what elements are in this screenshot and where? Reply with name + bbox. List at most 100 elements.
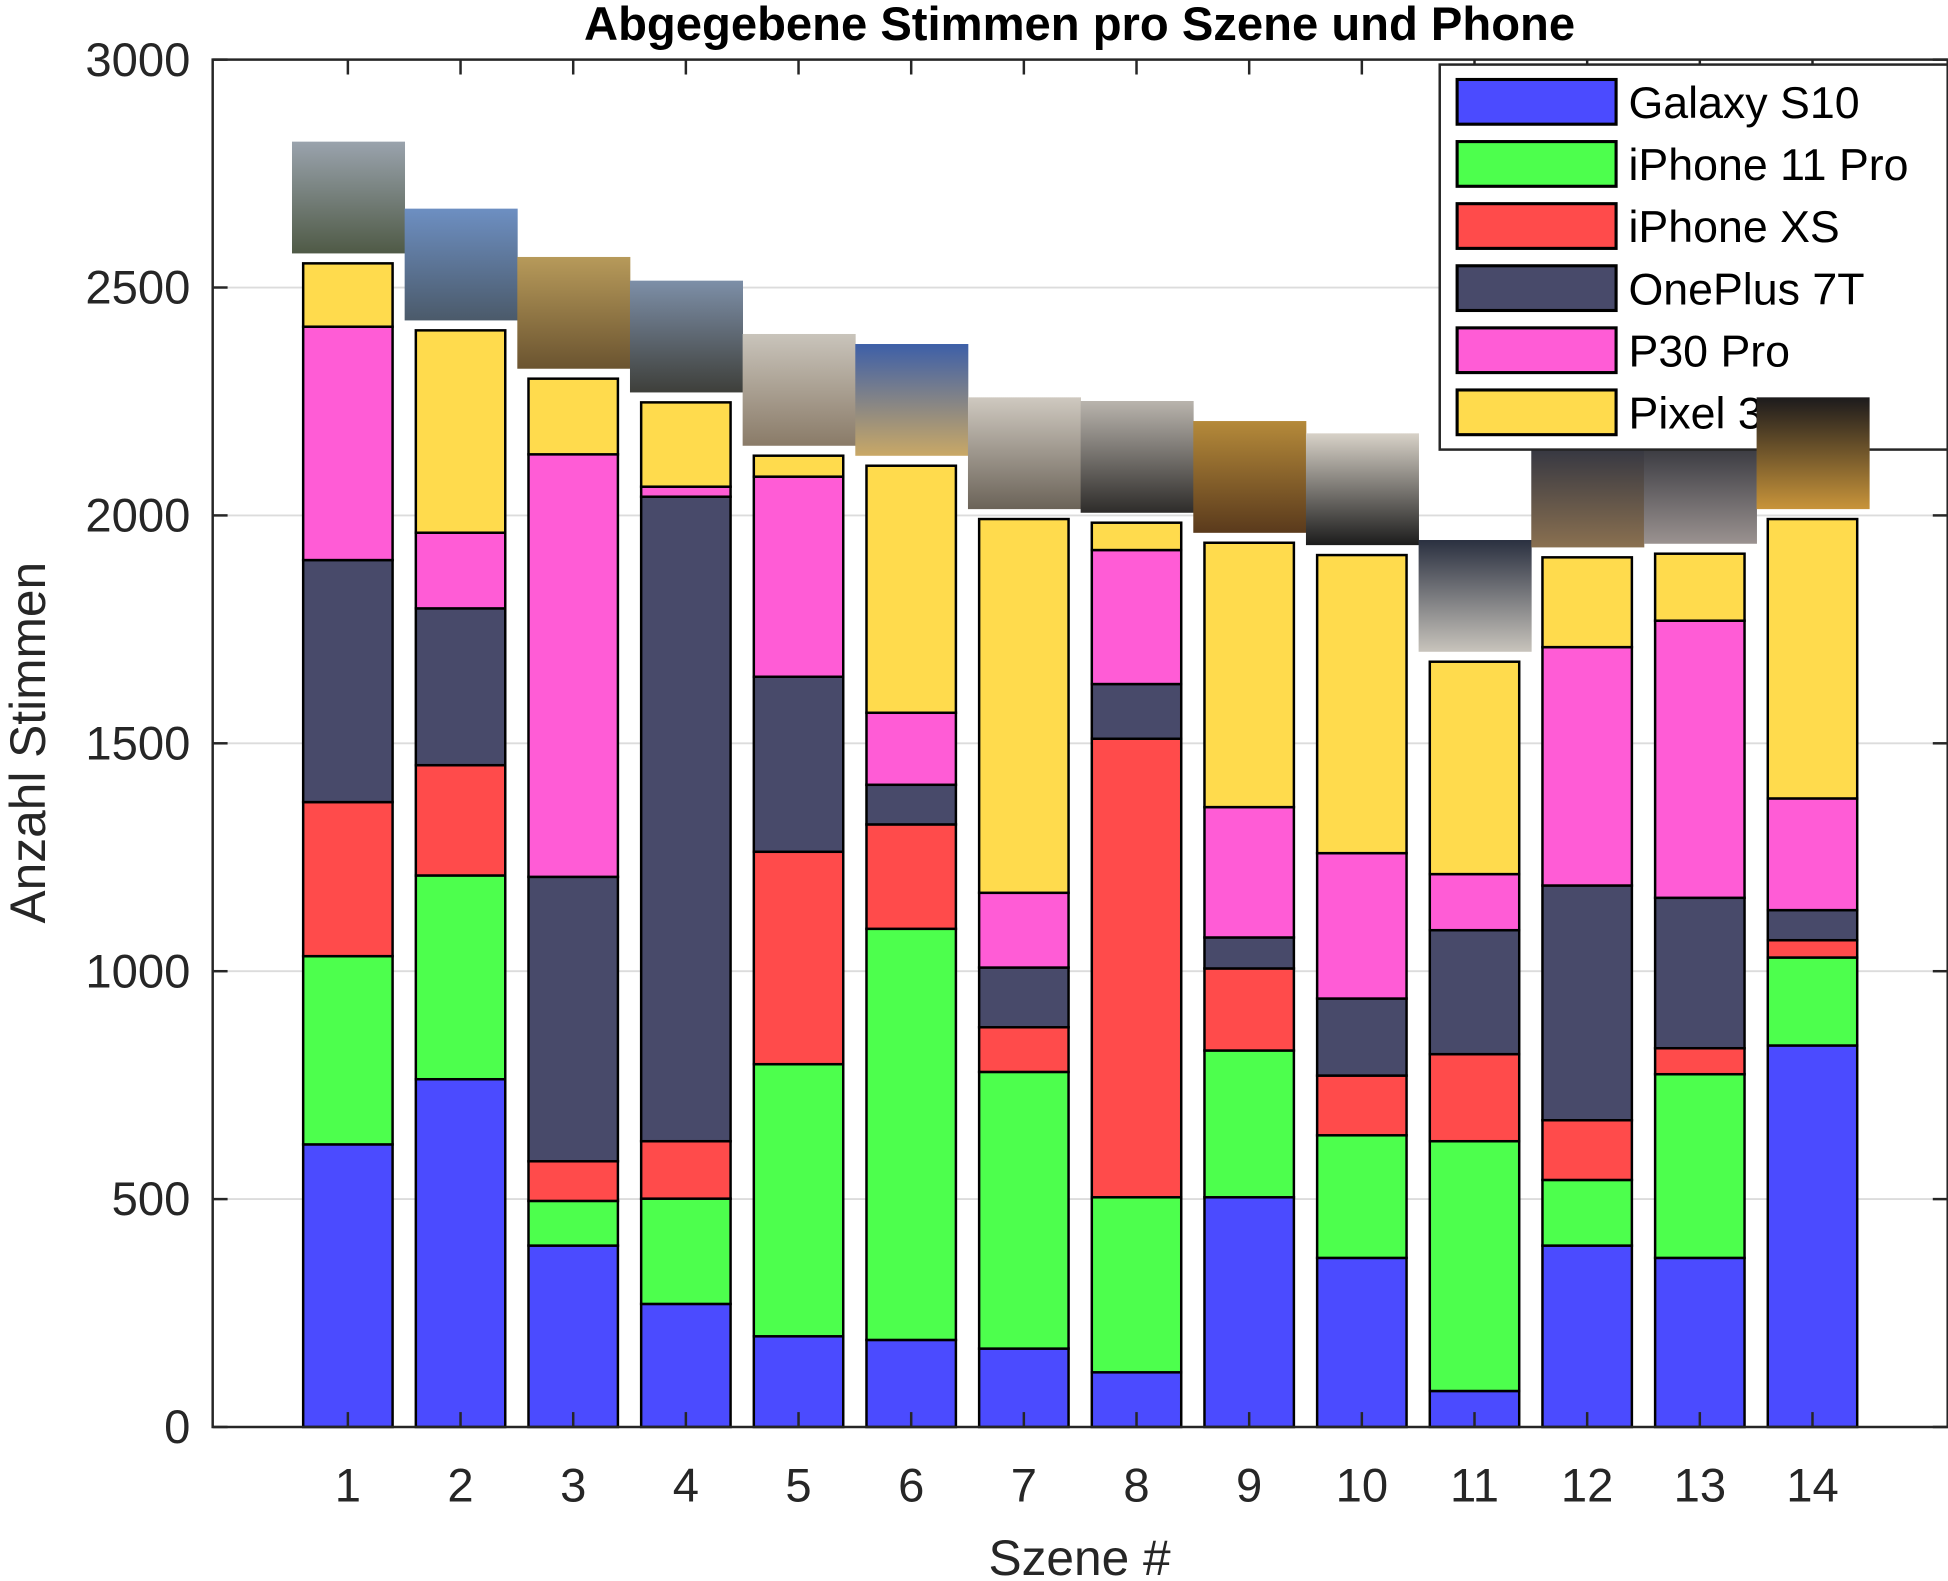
bar-segment-iphone-11-pro bbox=[527, 1199, 620, 1247]
bar-segment-pixel-3 bbox=[1653, 552, 1746, 622]
bar-segment-oneplus-7t bbox=[1428, 928, 1521, 1056]
x-tick-label: 3 bbox=[560, 1460, 586, 1513]
scene-photo bbox=[1305, 433, 1419, 546]
legend-swatch bbox=[1455, 140, 1618, 188]
y-tick-label: 2000 bbox=[85, 490, 190, 543]
bar-segment-p30-pro bbox=[1541, 645, 1634, 887]
y-axis-label: Anzahl Stimmen bbox=[0, 562, 56, 924]
bar-segment-iphone-xs bbox=[1428, 1052, 1521, 1143]
y-tick-label: 500 bbox=[112, 1173, 191, 1226]
bar-segment-pixel-3 bbox=[301, 262, 394, 328]
bar-segment-iphone-xs bbox=[1315, 1074, 1408, 1137]
x-tick-label: 14 bbox=[1786, 1460, 1839, 1513]
bar-segment-iphone-11-pro bbox=[301, 954, 394, 1146]
bar-segment-p30-pro bbox=[301, 325, 394, 562]
bar-segment-oneplus-7t bbox=[414, 607, 507, 767]
x-tick-label: 6 bbox=[898, 1460, 924, 1513]
bar-segment-pixel-3 bbox=[1428, 660, 1521, 876]
bar-segment-oneplus-7t bbox=[752, 675, 845, 854]
bar-segment-iphone-11-pro bbox=[752, 1062, 845, 1338]
legend-label: iPhone XS bbox=[1629, 203, 1840, 252]
bar-segment-p30-pro bbox=[977, 891, 1070, 969]
bar-segment-p30-pro bbox=[752, 475, 845, 679]
bar-segment-iphone-xs bbox=[1090, 737, 1183, 1199]
bar-segment-iphone-xs bbox=[865, 823, 958, 931]
scene-photo bbox=[742, 333, 856, 446]
bar-segment-iphone-11-pro bbox=[639, 1197, 732, 1306]
bar-segment-galaxy-s10 bbox=[1315, 1256, 1408, 1429]
bar-segment-iphone-11-pro bbox=[1653, 1072, 1746, 1260]
bar-segment-galaxy-s10 bbox=[1653, 1256, 1746, 1429]
bar-segment-iphone-xs bbox=[1203, 967, 1296, 1052]
x-tick-label: 12 bbox=[1561, 1460, 1614, 1513]
bar-segment-p30-pro bbox=[1653, 619, 1746, 900]
bar-segment-pixel-3 bbox=[1541, 556, 1634, 649]
x-tick-label: 10 bbox=[1336, 1460, 1389, 1513]
bar-segment-pixel-3 bbox=[1203, 541, 1296, 809]
legend-swatch bbox=[1455, 388, 1618, 437]
scene-photo bbox=[855, 344, 969, 456]
bar-segment-iphone-xs bbox=[639, 1139, 732, 1200]
scene-photo bbox=[1193, 421, 1307, 533]
bar-segment-oneplus-7t bbox=[1653, 896, 1746, 1050]
bar-segment-pixel-3 bbox=[1090, 521, 1183, 552]
bar-segment-p30-pro bbox=[1203, 805, 1296, 939]
bar-segment-oneplus-7t bbox=[977, 966, 1070, 1029]
x-tick-label: 7 bbox=[1011, 1460, 1037, 1513]
bar-segment-iphone-xs bbox=[1766, 938, 1859, 959]
scene-photo bbox=[629, 280, 743, 393]
y-tick-label: 1500 bbox=[85, 717, 190, 770]
y-tick-label: 3000 bbox=[85, 34, 190, 87]
bar-segment-galaxy-s10 bbox=[752, 1335, 845, 1429]
bar-segment-pixel-3 bbox=[1315, 553, 1408, 855]
x-tick-label: 9 bbox=[1236, 1460, 1262, 1513]
bar-segment-pixel-3 bbox=[865, 464, 958, 715]
bar-segment-iphone-xs bbox=[527, 1160, 620, 1203]
scene-photo bbox=[1418, 540, 1532, 652]
scene-photo bbox=[1756, 397, 1870, 510]
scene-photo bbox=[1531, 435, 1645, 548]
bar-segment-iphone-11-pro bbox=[977, 1070, 1070, 1350]
bar-segment-p30-pro bbox=[1315, 851, 1408, 1000]
bar-segment-oneplus-7t bbox=[1315, 997, 1408, 1077]
bar-segment-iphone-11-pro bbox=[1428, 1139, 1521, 1393]
bar-segment-pixel-3 bbox=[977, 517, 1070, 895]
scene-photo bbox=[404, 208, 518, 321]
chart-title: Abgegebene Stimmen pro Szene und Phone bbox=[584, 0, 1575, 51]
bar-segment-oneplus-7t bbox=[1090, 682, 1183, 740]
bar-segment-oneplus-7t bbox=[1541, 884, 1634, 1122]
scene-photo bbox=[1080, 400, 1194, 513]
legend-label: P30 Pro bbox=[1629, 327, 1791, 376]
bar-segment-iphone-11-pro bbox=[1541, 1178, 1634, 1247]
bar-segment-oneplus-7t bbox=[527, 875, 620, 1163]
scene-photo bbox=[517, 256, 631, 369]
x-tick-label: 1 bbox=[335, 1460, 361, 1513]
x-tick-label: 5 bbox=[785, 1460, 811, 1513]
y-tick-label: 1000 bbox=[85, 945, 190, 998]
bar-segment-galaxy-s10 bbox=[1766, 1044, 1859, 1429]
x-axis-label: Szene # bbox=[988, 1530, 1171, 1581]
bar-segment-p30-pro bbox=[1090, 548, 1183, 686]
bar-segment-iphone-xs bbox=[301, 800, 394, 958]
x-tick-label: 4 bbox=[673, 1460, 699, 1513]
bar-segment-pixel-3 bbox=[414, 329, 507, 534]
bar-segment-pixel-3 bbox=[639, 401, 732, 488]
bars bbox=[301, 262, 1859, 1429]
bar-segment-iphone-xs bbox=[1541, 1119, 1634, 1182]
x-tick-label: 8 bbox=[1123, 1460, 1149, 1513]
bar-segment-p30-pro bbox=[1766, 797, 1859, 912]
legend-box bbox=[1438, 63, 1948, 451]
bar-segment-iphone-11-pro bbox=[1090, 1196, 1183, 1374]
bar-segment-oneplus-7t bbox=[1203, 936, 1296, 970]
legend-swatch bbox=[1455, 77, 1618, 126]
y-tick-label: 2500 bbox=[85, 262, 190, 315]
y-tick-label: 0 bbox=[164, 1401, 190, 1454]
legend-label: Pixel 3 bbox=[1629, 389, 1763, 438]
bar-segment-iphone-xs bbox=[414, 763, 507, 877]
bar-segment-iphone-11-pro bbox=[414, 874, 507, 1081]
legend-label: iPhone 11 Pro bbox=[1629, 141, 1909, 190]
bar-segment-iphone-xs bbox=[1653, 1046, 1746, 1076]
bar-segment-pixel-3 bbox=[527, 377, 620, 456]
